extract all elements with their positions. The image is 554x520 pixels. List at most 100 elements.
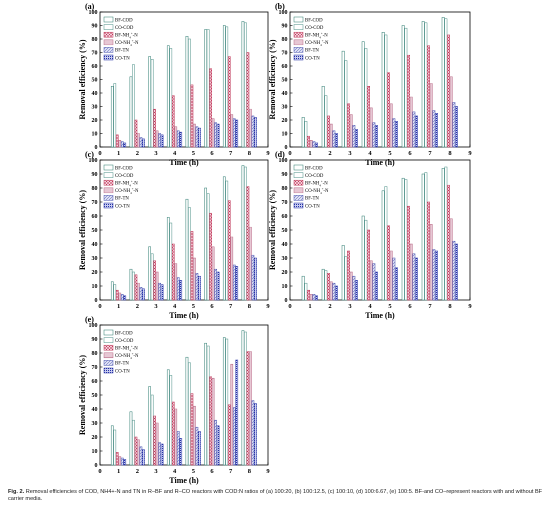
bar-co-tn-2 xyxy=(142,288,145,301)
bar-co-tn-4 xyxy=(375,125,378,148)
legend-swatch xyxy=(103,195,114,201)
bar-co-cod-3 xyxy=(344,256,348,301)
y-tick-label: 80 xyxy=(282,37,288,43)
y-tick-label: 40 xyxy=(92,407,98,413)
x-tick-label: 3 xyxy=(154,468,158,475)
bar-bf-tn-8 xyxy=(251,400,255,466)
x-tick-label: 9 xyxy=(468,303,472,310)
x-tick-label: 0 xyxy=(288,303,291,310)
legend-swatch xyxy=(293,24,304,30)
bar-bf-tn-4 xyxy=(372,122,376,148)
bar-co-cod-5 xyxy=(188,207,191,301)
legend-swatch xyxy=(103,16,114,23)
bar-bf-nh4-3 xyxy=(153,415,156,466)
y-tick-label: 60 xyxy=(92,379,98,385)
y-tick-label: 40 xyxy=(282,242,288,248)
bar-co-tn-5 xyxy=(395,267,398,301)
bar-bf-nh4-7 xyxy=(227,200,231,301)
bar-bf-tn-2 xyxy=(332,130,336,148)
y-tick-label: 70 xyxy=(92,51,98,57)
y-tick-label: 40 xyxy=(92,91,98,97)
bar-co-tn-4 xyxy=(179,131,183,148)
bar-co-nh4-2 xyxy=(137,133,140,148)
legend-swatch xyxy=(103,172,114,178)
bar-bf-tn-7 xyxy=(232,118,236,148)
legend-entry: BF-COD xyxy=(305,18,323,23)
bar-co-cod-8 xyxy=(244,22,247,148)
legend-swatch xyxy=(293,202,304,209)
bar-co-nh4-3 xyxy=(155,130,159,148)
bar-bf-tn-6 xyxy=(214,419,217,466)
bar-co-cod-4 xyxy=(364,219,368,301)
bar-co-nh4-2 xyxy=(329,281,333,301)
bar-bf-tn-2 xyxy=(332,282,336,301)
legend-entry: BF-COD xyxy=(115,18,133,23)
legend-entry: CO-NH4+-N xyxy=(115,39,139,47)
x-tick-label: 7 xyxy=(229,150,233,157)
bar-co-nh4-6 xyxy=(211,118,215,148)
legend-swatch xyxy=(103,352,114,359)
bar-bf-tn-3 xyxy=(158,282,161,301)
bar-co-cod-5 xyxy=(384,34,388,148)
x-tick-label: 6 xyxy=(408,150,412,157)
bar-bf-cod-2 xyxy=(129,411,133,466)
y-tick-label: 20 xyxy=(92,118,98,124)
x-tick-label: 6 xyxy=(210,303,214,310)
legend-swatch xyxy=(293,172,304,178)
x-tick-label: 0 xyxy=(98,303,101,310)
legend-swatch xyxy=(103,187,114,194)
bar-co-tn-1 xyxy=(123,459,127,466)
bar-bf-nh4-3 xyxy=(153,108,156,148)
bar-bf-cod-3 xyxy=(148,56,151,148)
bar-co-cod-4 xyxy=(169,48,173,148)
panel-label: (c) xyxy=(85,150,94,159)
y-tick-label: 100 xyxy=(89,323,98,329)
panel-label: (e) xyxy=(85,315,94,324)
bar-bf-cod-6 xyxy=(204,29,207,148)
y-tick-label: 20 xyxy=(282,270,288,276)
bar-co-nh4-7 xyxy=(230,114,234,148)
bar-bf-nh4-5 xyxy=(387,225,390,301)
y-tick-label: 10 xyxy=(92,132,98,138)
bar-bf-tn-8 xyxy=(251,115,255,148)
bar-bf-nh4-1 xyxy=(115,289,119,301)
x-tick-label: 4 xyxy=(368,303,372,310)
bar-co-cod-7 xyxy=(225,338,229,466)
legend-entry: BF-TN xyxy=(115,49,129,54)
x-tick-label: 9 xyxy=(266,468,270,475)
x-tick-label: 8 xyxy=(448,303,452,310)
legend-swatch xyxy=(293,39,304,46)
bar-bf-nh4-6 xyxy=(209,68,212,148)
y-tick-label: 80 xyxy=(92,186,98,192)
bar-co-nh4-3 xyxy=(349,114,353,148)
y-axis-title: Removal efficiency (%) xyxy=(78,190,87,270)
bar-bf-tn-3 xyxy=(158,442,161,466)
bar-co-tn-8 xyxy=(254,403,257,466)
bar-co-tn-4 xyxy=(179,280,183,301)
x-tick-label: 4 xyxy=(173,303,177,310)
bar-bf-cod-1 xyxy=(110,86,114,148)
y-tick-label: 40 xyxy=(282,91,288,97)
legend-entry: BF-TN xyxy=(305,49,319,54)
bar-bf-tn-1 xyxy=(120,294,124,301)
bar-bf-nh4-3 xyxy=(153,260,156,301)
legend-entry: BF-NH4+-N xyxy=(305,32,328,40)
x-axis-title: Time (h) xyxy=(365,311,395,320)
bar-bf-nh4-3 xyxy=(347,103,350,148)
bar-co-nh4-7 xyxy=(230,236,234,301)
figure-caption: Fig. 2. Removal efficiencies of COD, NH4… xyxy=(8,489,548,503)
bar-co-nh4-5 xyxy=(193,405,196,466)
bar-co-tn-4 xyxy=(179,438,183,466)
y-tick-label: 10 xyxy=(282,132,288,138)
y-tick-label: 60 xyxy=(282,214,288,220)
bar-co-tn-7 xyxy=(235,119,239,148)
bar-bf-tn-6 xyxy=(412,111,416,148)
x-tick-label: 8 xyxy=(248,468,252,475)
y-tick-label: 40 xyxy=(92,242,98,248)
bar-bf-nh4-5 xyxy=(190,84,194,148)
bar-bf-nh4-1 xyxy=(115,134,119,148)
x-tick-label: 2 xyxy=(136,468,139,475)
bar-co-tn-5 xyxy=(198,275,201,301)
